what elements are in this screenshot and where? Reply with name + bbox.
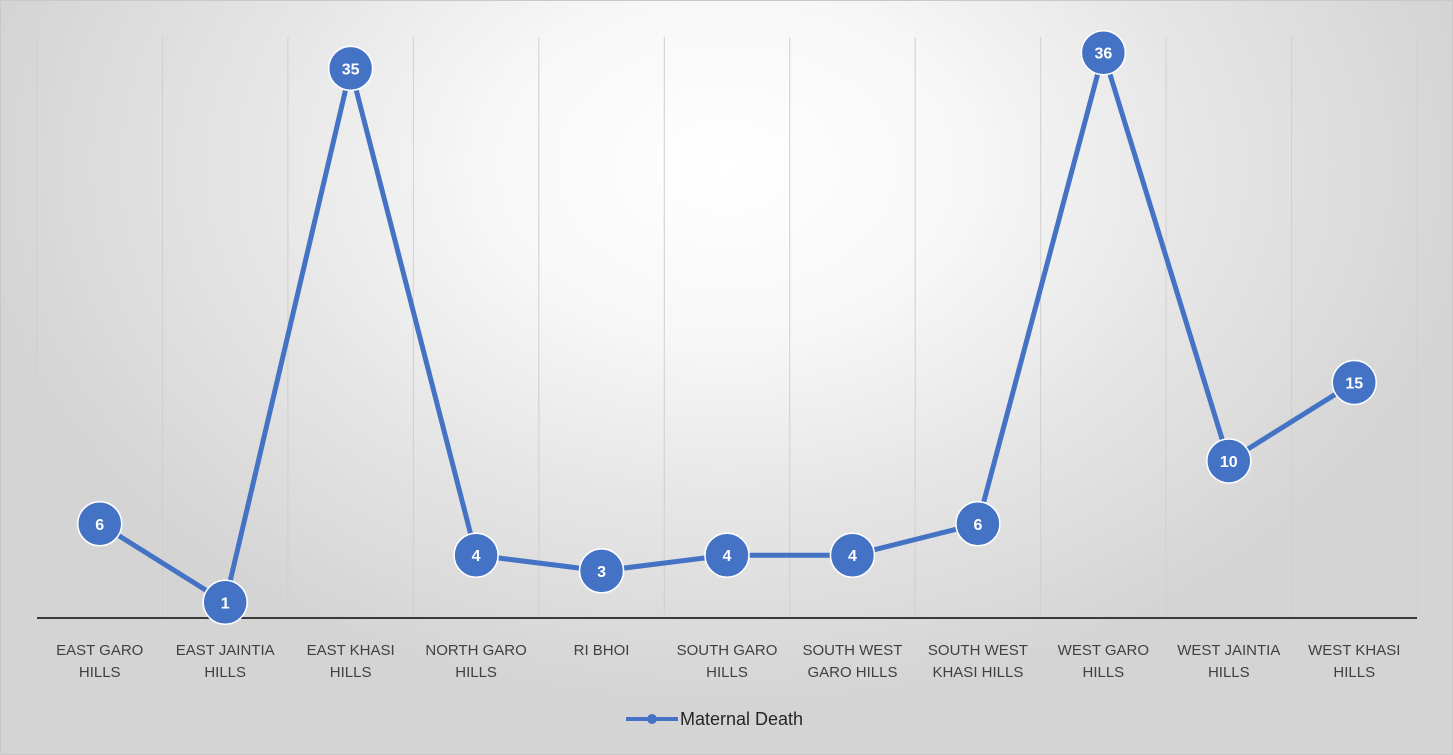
data-marker: [829, 532, 876, 578]
category-label: WEST GARO HILLS: [1058, 642, 1149, 681]
data-label: 6: [973, 517, 982, 534]
data-marker: [1331, 359, 1378, 406]
data-marker: [1206, 438, 1252, 484]
data-label: 36: [1094, 46, 1112, 63]
vertical-gridlines: [36, 37, 1418, 618]
data-marker: [955, 501, 1001, 547]
data-point: 4: [704, 532, 750, 578]
data-label: 4: [723, 548, 732, 565]
data-point: 10: [1206, 438, 1252, 484]
category-label: WEST KHASI HILLS: [1308, 642, 1400, 681]
category-label: EAST KHASI HILLS: [307, 642, 395, 681]
category-label: EAST JAINTIA HILLS: [176, 642, 275, 681]
data-label: 3: [597, 564, 606, 581]
data-point: 3: [578, 548, 625, 594]
legend: Maternal Death: [626, 709, 803, 729]
legend-marker-swatch: [647, 714, 657, 724]
data-label: 1: [221, 595, 230, 612]
data-point: 6: [955, 501, 1001, 547]
data-label: 10: [1220, 454, 1238, 471]
category-label: SOUTH GARO HILLS: [677, 642, 778, 681]
legend-label: Maternal Death: [680, 709, 803, 729]
data-point: 1: [202, 579, 248, 626]
category-label: WEST JAINTIA HILLS: [1177, 642, 1280, 681]
data-markers: 6 1 35 4 3 4 4 6 36 10 15: [76, 29, 1378, 626]
data-label: 15: [1345, 375, 1363, 392]
data-marker: [704, 532, 750, 578]
data-marker: [76, 501, 123, 547]
data-point: 35: [327, 45, 374, 92]
data-marker: [1080, 29, 1127, 76]
category-label: SOUTH WEST GARO HILLS: [802, 642, 902, 681]
data-label: 4: [848, 548, 857, 565]
data-point: 4: [453, 532, 499, 578]
category-label: RI BHOI: [574, 642, 630, 659]
data-marker: [578, 548, 625, 594]
data-point: 4: [829, 532, 876, 578]
data-label: 6: [95, 517, 104, 534]
category-label: NORTH GARO HILLS: [425, 642, 526, 681]
data-point: 15: [1331, 359, 1378, 406]
data-point: 6: [76, 501, 123, 547]
data-label: 4: [472, 548, 481, 565]
category-labels: EAST GARO HILLS EAST JAINTIA HILLS EAST KHAS…: [56, 642, 1400, 681]
data-marker: [327, 45, 374, 92]
category-label: EAST GARO HILLS: [56, 642, 143, 681]
data-point: 36: [1080, 29, 1127, 76]
data-label: 35: [342, 61, 360, 78]
data-marker: [453, 532, 499, 578]
data-marker: [202, 579, 248, 626]
category-label: SOUTH WEST KHASI HILLS: [928, 642, 1028, 681]
